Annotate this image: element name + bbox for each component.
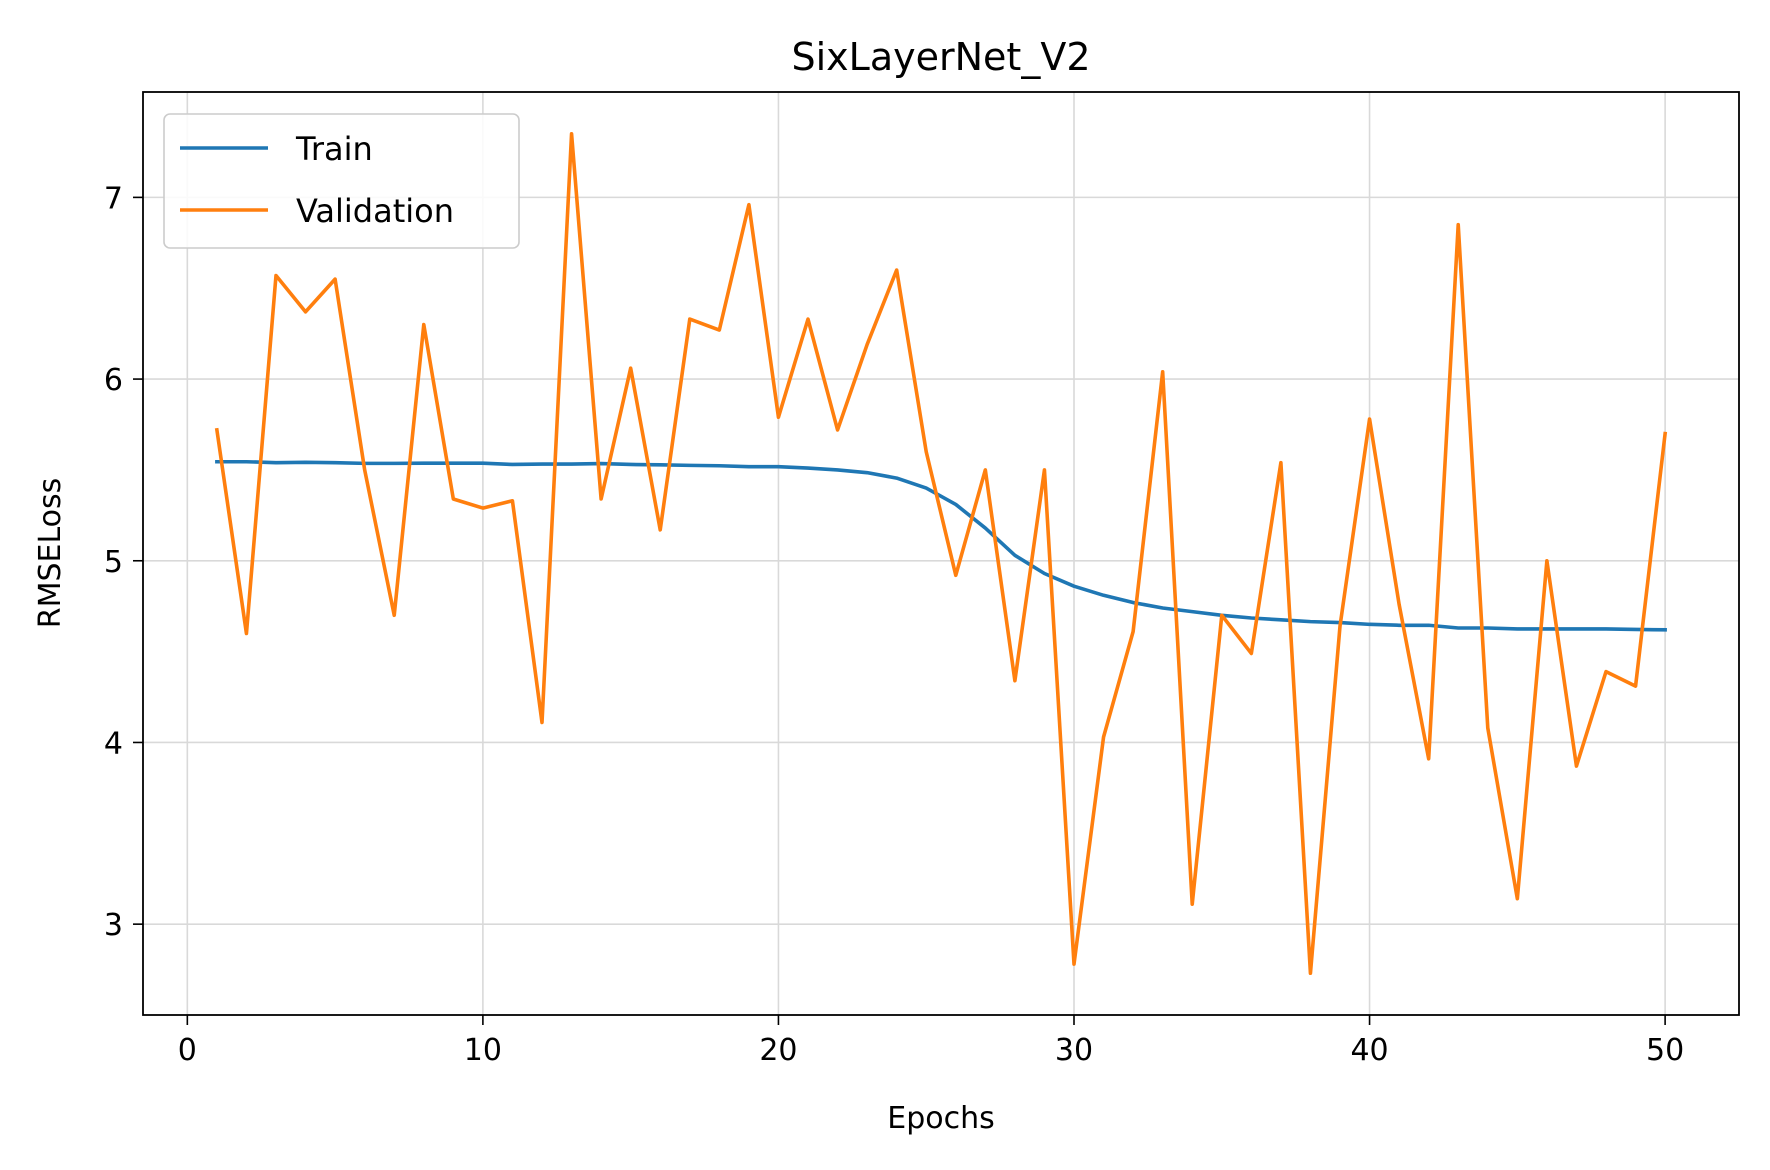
legend-label-validation: Validation [296, 192, 454, 230]
y-tick-label: 7 [104, 181, 123, 216]
plot-frame [142, 91, 1740, 1016]
y-tick-label: 6 [104, 363, 123, 398]
x-tick-label: 50 [1646, 1033, 1684, 1068]
legend-label-train: Train [295, 130, 373, 168]
x-tick-label: 0 [178, 1033, 197, 1068]
y-axis-label: RMSELoss [33, 478, 68, 629]
y-tick-label: 5 [104, 545, 123, 580]
series-line-train [215, 459, 1667, 632]
series-layer [214, 131, 1668, 976]
x-axis-label: Epochs [887, 1101, 995, 1136]
x-tick-label: 20 [759, 1033, 797, 1068]
y-tick-label: 3 [104, 908, 123, 943]
x-axis: 0 10 20 30 40 50 [178, 1015, 1684, 1068]
x-tick-label: 30 [1055, 1033, 1093, 1068]
x-tick-label: 40 [1350, 1033, 1388, 1068]
legend: Train Validation [163, 113, 520, 249]
y-axis: 3 4 5 6 7 [104, 181, 143, 943]
series-line-validation [214, 131, 1668, 976]
x-tick-label: 10 [464, 1033, 502, 1068]
chart-title: SixLayerNet_V2 [792, 35, 1091, 79]
y-tick-label: 4 [104, 726, 123, 761]
